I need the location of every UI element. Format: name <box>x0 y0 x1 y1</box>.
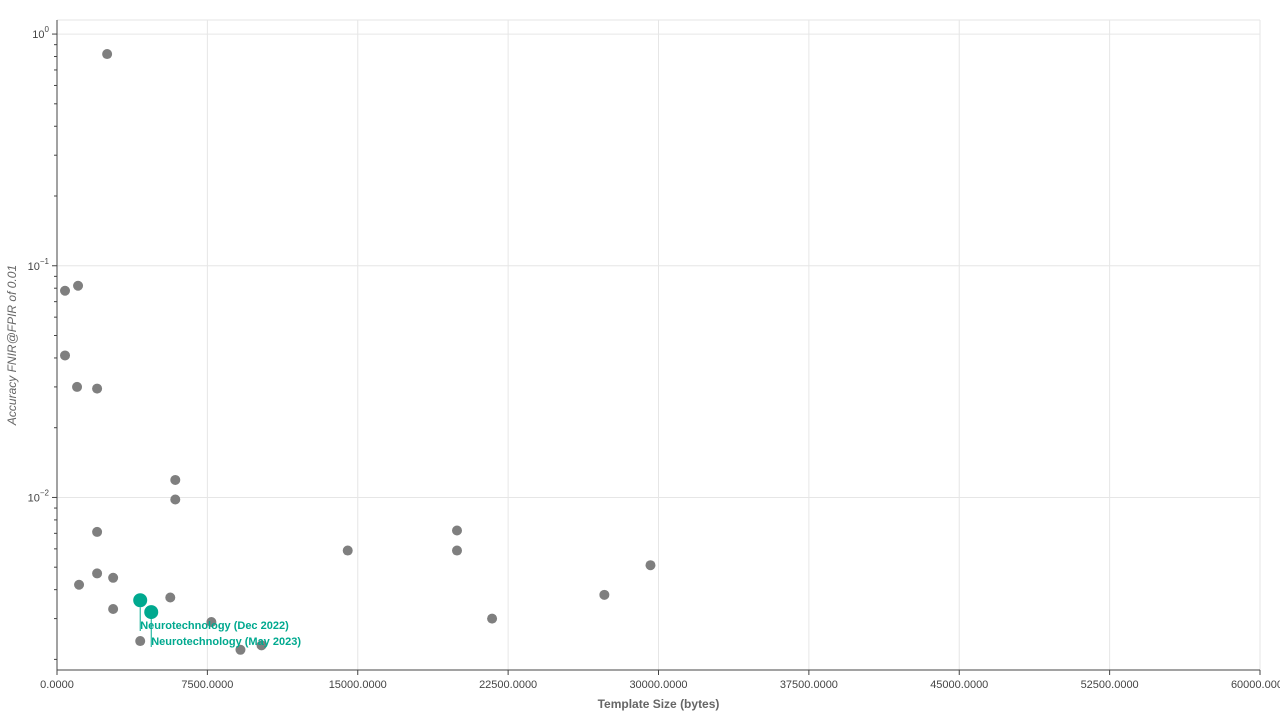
data-point <box>92 383 103 394</box>
data-point <box>235 644 246 655</box>
data-point <box>60 350 71 361</box>
data-point <box>102 49 113 60</box>
data-point <box>108 572 119 583</box>
data-point <box>645 560 656 571</box>
data-point <box>599 589 610 600</box>
x-tick-label: 52500.0000 <box>1081 679 1139 691</box>
x-tick-label: 22500.0000 <box>479 679 537 691</box>
x-tick-label: 15000.0000 <box>329 679 387 691</box>
data-point <box>170 494 181 505</box>
data-point <box>60 285 71 296</box>
y-tick-label: 10−1 <box>28 257 50 273</box>
highlight-point <box>133 593 148 608</box>
y-ticks: 100 10−1 10−2 <box>28 25 57 660</box>
annotations: Neurotechnology (Dec 2022) Neurotechnolog… <box>139 607 301 648</box>
x-axis-title: Template Size (bytes) <box>598 697 720 711</box>
data-point <box>451 525 462 536</box>
annotation-label: Neurotechnology (May 2023) <box>151 636 301 648</box>
x-tick-label: 30000.0000 <box>629 679 687 691</box>
data-point <box>170 474 181 485</box>
x-tick-label: 0.0000 <box>40 679 74 691</box>
data-point <box>342 545 353 556</box>
x-tick-label: 60000.0000 <box>1231 679 1280 691</box>
data-point <box>451 545 462 556</box>
x-tick-label: 7500.0000 <box>181 679 233 691</box>
data-point <box>135 636 146 647</box>
y-tick-label: 100 <box>32 25 49 41</box>
y-axis-title: Accuracy FNIR@FPIR of 0.01 <box>5 265 19 426</box>
data-point <box>74 579 85 590</box>
y-tick-label: 10−2 <box>28 488 50 504</box>
data-point <box>92 568 103 579</box>
data-point <box>487 613 498 624</box>
data-point <box>206 617 217 628</box>
annotation-label: Neurotechnology (Dec 2022) <box>140 620 289 632</box>
x-ticks: 0.0000 7500.0000 15000.0000 22500.0000 30000… <box>40 670 1280 691</box>
grid <box>57 19 1261 670</box>
data-point <box>73 280 84 291</box>
data-point <box>92 526 103 537</box>
data-point <box>256 640 267 651</box>
data-points <box>60 49 656 655</box>
x-tick-label: 45000.0000 <box>930 679 988 691</box>
highlight-point <box>144 605 159 620</box>
data-point <box>108 604 119 615</box>
x-tick-label: 37500.0000 <box>780 679 838 691</box>
data-point <box>165 592 176 603</box>
data-point <box>72 381 83 392</box>
